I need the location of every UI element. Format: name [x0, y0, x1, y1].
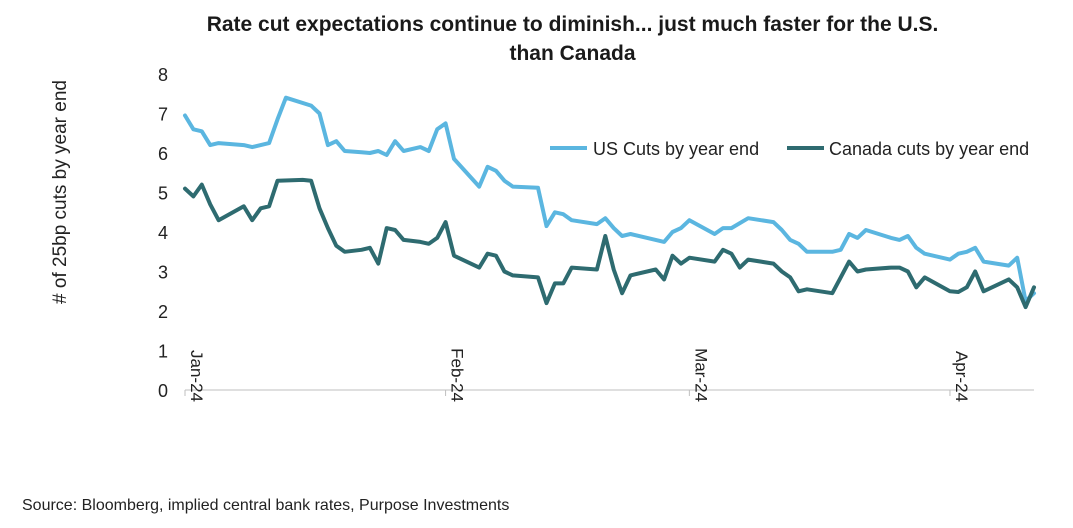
y-tick-label: 3: [158, 263, 168, 283]
chart-title-line-2: than Canada: [509, 42, 636, 65]
y-axis-label: # of 25bp cuts by year end: [50, 80, 71, 304]
y-tick-label: 4: [158, 223, 168, 243]
chart-title-line-1: Rate cut expectations continue to dimini…: [206, 13, 939, 36]
x-tick-label: Jan-24: [187, 350, 206, 402]
y-tick-label: 7: [158, 105, 168, 125]
legend-label-us: US Cuts by year end: [593, 139, 759, 159]
y-tick-label: 1: [158, 342, 168, 362]
legend-label-canada: Canada cuts by year end: [829, 139, 1029, 159]
x-tick-label: Feb-24: [448, 348, 467, 402]
y-tick-label: 5: [158, 184, 168, 204]
y-tick-label: 2: [158, 302, 168, 322]
x-tick-label: Apr-24: [952, 351, 971, 402]
chart-title: Rate cut expectations continue to dimini…: [100, 10, 1045, 68]
y-tick-label: 8: [158, 65, 168, 85]
series-line-us: [183, 95, 1036, 304]
y-tick-label: 6: [158, 144, 168, 164]
y-tick-label: 0: [158, 381, 168, 401]
source-note: Source: Bloomberg, implied central bank …: [22, 497, 510, 514]
series-line-canada: [183, 177, 1036, 310]
x-tick-label: Mar-24: [691, 348, 710, 402]
